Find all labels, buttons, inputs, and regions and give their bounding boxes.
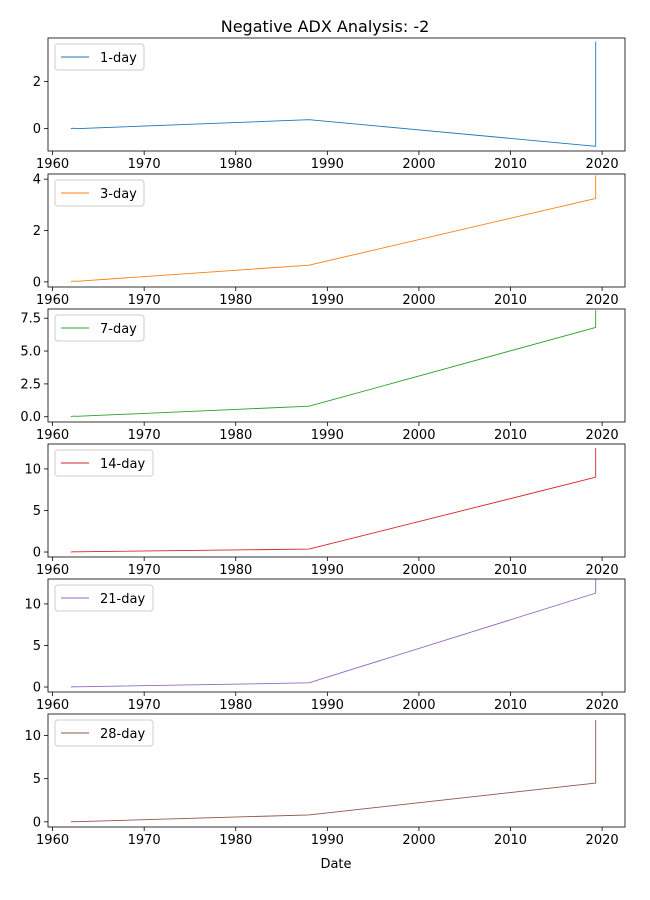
legend-box (54, 179, 145, 207)
y-tick-label: 5 (33, 772, 41, 787)
x-tick-label: 2000 (402, 428, 435, 443)
x-tick-label: 2020 (586, 428, 619, 443)
y-tick-label: 7.5 (20, 312, 41, 327)
series-line-28-day (70, 720, 597, 823)
x-tick-label: 2010 (494, 157, 527, 172)
x-tick-label: 1970 (128, 157, 161, 172)
x-tick-label: 2020 (586, 293, 619, 308)
x-tick-label: 1990 (311, 563, 344, 578)
x-tick-label: 1960 (36, 563, 69, 578)
x-tick-label: 2010 (494, 698, 527, 713)
y-tick-label: 0 (33, 122, 41, 137)
x-tick-label: 1970 (128, 833, 161, 848)
x-tick-label: 2010 (494, 833, 527, 848)
y-tick-label: 0 (33, 815, 41, 830)
chart-title: Negative ADX Analysis: -2 (221, 17, 430, 36)
legend-label: 7-day (100, 322, 137, 337)
legend-label: 14-day (100, 457, 145, 472)
series-line-14-day (70, 448, 597, 553)
x-tick-label: 2010 (494, 293, 527, 308)
x-tick-label: 1980 (219, 833, 252, 848)
subplot-3-day: 1960 1970 1980 1990 2000 2010 2020 0 2 4 3-day (33, 173, 626, 308)
x-axis-label: Date (320, 857, 351, 872)
x-tick-label: 2020 (586, 833, 619, 848)
axes-frame (47, 578, 626, 693)
legend-label: 1-day (100, 51, 137, 66)
series-line-21-day (70, 579, 597, 688)
axes-frame (47, 713, 626, 828)
series-line-7-day (70, 310, 597, 418)
y-tick-label: 5 (33, 504, 41, 519)
y-tick-label: 2 (33, 224, 41, 239)
y-tick-label: 5 (33, 639, 41, 654)
x-tick-label: 2000 (402, 157, 435, 172)
x-tick-label: 1990 (311, 428, 344, 443)
y-tick-label: 2.5 (20, 377, 41, 392)
axes-frame (47, 308, 626, 423)
subplot-7-day: 1960 1970 1980 1990 2000 2010 2020 0.0 2.5 5.0 7.5… (20, 308, 626, 443)
y-tick-label: 0 (33, 681, 41, 696)
x-tick-label: 1980 (219, 563, 252, 578)
x-tick-label: 2000 (402, 698, 435, 713)
subplot-21-day: 1960 1970 1980 1990 2000 2010 2020 0 5 10 21-day (24, 578, 626, 713)
y-tick-label: 2 (33, 75, 41, 90)
x-tick-label: 1960 (36, 428, 69, 443)
x-tick-label: 1970 (128, 563, 161, 578)
x-tick-label: 2020 (586, 698, 619, 713)
x-tick-label: 1970 (128, 698, 161, 713)
series-line-1-day (70, 41, 597, 147)
x-tick-label: 1960 (36, 698, 69, 713)
x-tick-label: 1990 (311, 293, 344, 308)
x-tick-label: 1990 (311, 833, 344, 848)
x-tick-label: 2000 (402, 833, 435, 848)
x-tick-label: 1960 (36, 293, 69, 308)
legend-box (54, 43, 145, 71)
x-tick-label: 1980 (219, 157, 252, 172)
x-tick-label: 1980 (219, 293, 252, 308)
axes-frame (47, 443, 626, 558)
x-tick-label: 2000 (402, 563, 435, 578)
x-tick-label: 1970 (128, 428, 161, 443)
x-tick-label: 1980 (219, 698, 252, 713)
y-tick-label: 5.0 (20, 345, 41, 360)
subplot-14-day: 1960 1970 1980 1990 2000 2010 2020 0 5 10 14-day (24, 443, 626, 578)
axes-frame (47, 37, 626, 152)
y-tick-label: 10 (24, 597, 41, 612)
y-tick-label: 10 (24, 729, 41, 744)
subplot-28-day: 1960 1970 1980 1990 2000 2010 2020 0 5 10 28-day (24, 713, 626, 848)
y-tick-label: 4 (33, 173, 41, 188)
legend-box (54, 449, 154, 477)
x-tick-label: 2020 (586, 563, 619, 578)
legend-box (54, 719, 154, 747)
legend-label: 28-day (100, 727, 145, 742)
x-tick-label: 1970 (128, 293, 161, 308)
x-tick-label: 1980 (219, 428, 252, 443)
legend-box (54, 584, 154, 612)
y-tick-label: 0 (33, 275, 41, 290)
x-tick-label: 1960 (36, 157, 69, 172)
x-tick-label: 1990 (311, 157, 344, 172)
x-tick-label: 2020 (586, 157, 619, 172)
x-tick-label: 2010 (494, 428, 527, 443)
legend-label: 21-day (100, 592, 145, 607)
legend-label: 3-day (100, 187, 137, 202)
x-tick-label: 2010 (494, 563, 527, 578)
series-line-3-day (70, 175, 597, 283)
y-tick-label: 0.0 (20, 410, 41, 425)
legend-box (54, 314, 145, 342)
x-tick-label: 2000 (402, 293, 435, 308)
x-tick-label: 1990 (311, 698, 344, 713)
y-tick-label: 0 (33, 546, 41, 561)
x-tick-label: 1960 (36, 833, 69, 848)
y-tick-label: 10 (24, 462, 41, 477)
subplot-1-day: 1960 1970 1980 1990 2000 2010 2020 0 2 1-day (33, 37, 626, 172)
